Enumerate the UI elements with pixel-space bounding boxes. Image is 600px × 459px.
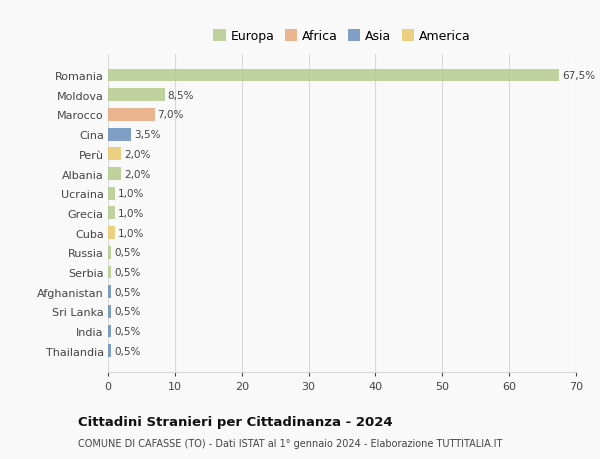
- Bar: [108, 89, 165, 102]
- Legend: Europa, Africa, Asia, America: Europa, Africa, Asia, America: [211, 28, 473, 46]
- Text: 0,5%: 0,5%: [114, 346, 140, 356]
- Text: 0,5%: 0,5%: [114, 248, 140, 258]
- Text: Cittadini Stranieri per Cittadinanza - 2024: Cittadini Stranieri per Cittadinanza - 2…: [78, 415, 392, 428]
- Bar: [108, 69, 559, 82]
- Text: 3,5%: 3,5%: [134, 130, 161, 140]
- Text: 7,0%: 7,0%: [157, 110, 184, 120]
- Bar: [108, 148, 121, 161]
- Text: 0,5%: 0,5%: [114, 268, 140, 277]
- Text: 0,5%: 0,5%: [114, 326, 140, 336]
- Bar: [108, 305, 112, 318]
- Bar: [108, 109, 155, 122]
- Bar: [108, 285, 112, 298]
- Text: 2,0%: 2,0%: [124, 150, 151, 159]
- Text: 2,0%: 2,0%: [124, 169, 151, 179]
- Bar: [108, 325, 112, 338]
- Text: 8,5%: 8,5%: [167, 90, 194, 101]
- Text: 1,0%: 1,0%: [118, 189, 144, 199]
- Bar: [108, 345, 112, 358]
- Bar: [108, 187, 115, 200]
- Bar: [108, 168, 121, 180]
- Bar: [108, 266, 112, 279]
- Text: COMUNE DI CAFASSE (TO) - Dati ISTAT al 1° gennaio 2024 - Elaborazione TUTTITALIA: COMUNE DI CAFASSE (TO) - Dati ISTAT al 1…: [78, 438, 502, 448]
- Bar: [108, 129, 131, 141]
- Bar: [108, 246, 112, 259]
- Bar: [108, 227, 115, 240]
- Text: 1,0%: 1,0%: [118, 208, 144, 218]
- Text: 0,5%: 0,5%: [114, 287, 140, 297]
- Bar: [108, 207, 115, 220]
- Text: 1,0%: 1,0%: [118, 228, 144, 238]
- Text: 67,5%: 67,5%: [562, 71, 595, 81]
- Text: 0,5%: 0,5%: [114, 307, 140, 317]
